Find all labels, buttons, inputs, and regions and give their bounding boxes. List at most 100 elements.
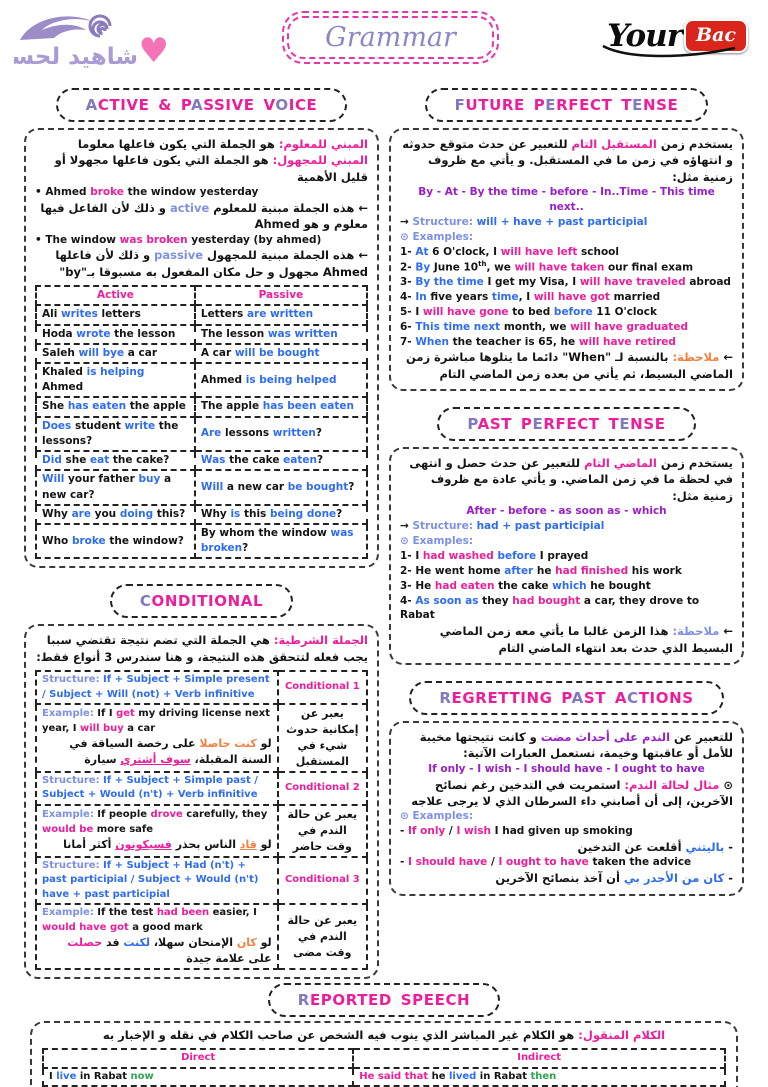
text-segment: لو bbox=[256, 838, 272, 852]
table-cell: يعبر عن حالة الندم في وقت مضى bbox=[276, 903, 369, 970]
text-segment: the cake? bbox=[109, 454, 170, 467]
text-line: ← هذه الجملة مبنية للمجهول passive و ذلك… bbox=[35, 247, 368, 280]
table-cell: Khaled is helping Ahmed bbox=[35, 361, 196, 399]
text-segment: 4- bbox=[400, 290, 416, 303]
left-column: ACTIVE & PASSIVE VOICE المبني للمعلوم: ه… bbox=[24, 84, 379, 979]
text-segment: Structure: bbox=[412, 520, 473, 532]
text-segment: Does bbox=[42, 419, 72, 432]
text-segment: is helping bbox=[86, 365, 145, 378]
text-segment: the apple bbox=[126, 400, 186, 413]
text-segment: - bbox=[724, 871, 733, 886]
yourbac-logo-your-text: Your bbox=[607, 18, 683, 54]
text-segment: EPORTED SPEECH bbox=[309, 990, 471, 1009]
text-segment: student bbox=[71, 419, 125, 432]
text-line: Indirect bbox=[359, 1051, 719, 1066]
reported-speech-table: Direct Indirect I live in Rabat now He said… bbox=[41, 1048, 726, 1087]
text-line: المبني للمعلوم: هو الجملة التي يكون فاعل… bbox=[35, 136, 368, 152]
text-segment: كان من الأجدر بي bbox=[623, 871, 725, 886]
text-line: Why is this being done? bbox=[201, 507, 361, 522]
text-segment: R bbox=[439, 689, 452, 707]
text-segment: أقلعت عن التدخين bbox=[577, 840, 686, 855]
text-line: 7- When the teacher is 65, he will have … bbox=[400, 335, 733, 350]
table-row: Why are you doing this? Why is this being… bbox=[35, 503, 369, 525]
text-segment: Structure: bbox=[42, 859, 100, 871]
text-line: Conditional 3 bbox=[284, 873, 361, 888]
text-segment: للتعبير عن حدث متوقع حدوثه و انتهاؤه في … bbox=[402, 137, 733, 184]
text-segment: ? bbox=[348, 480, 355, 493]
text-segment: RFECT T bbox=[543, 415, 620, 434]
table-cell: Why is this being done? bbox=[193, 503, 369, 525]
text-line: الجملة الشرطية: هي الجملة التي تضم نتيجة… bbox=[35, 632, 368, 665]
text-segment: had been bbox=[156, 907, 210, 919]
text-segment: If only - I wish - I should have - I oug… bbox=[428, 762, 705, 775]
text-segment: فسيكونون bbox=[115, 838, 172, 852]
table-cell: Ahmed is being helped bbox=[193, 361, 369, 399]
text-segment: was broken bbox=[200, 526, 354, 555]
text-segment: على رخصة السياقة في السنة المقبلة، bbox=[69, 737, 272, 767]
text-segment: هي الجملة التي تضم نتيجة تقتضي سببا يجب … bbox=[36, 633, 368, 664]
text-segment: Passive bbox=[258, 289, 304, 302]
table-cell: Did she eat the cake? bbox=[35, 450, 196, 472]
text-line: Does student write the lessons? bbox=[42, 419, 189, 449]
text-segment: easier, I bbox=[209, 907, 257, 919]
text-segment: SSIVE V bbox=[203, 96, 276, 114]
text-line: ← ملاحظة: بالنسبة لـ "When" دائما ما يتل… bbox=[400, 349, 733, 382]
text-segment: 1- I bbox=[400, 549, 423, 562]
text-segment: more safe bbox=[93, 823, 154, 835]
text-segment: the cake bbox=[494, 579, 553, 592]
text-segment: June 10 bbox=[430, 261, 479, 274]
conditional-intro: الجملة الشرطية: هي الجملة التي تضم نتيجة… bbox=[35, 632, 368, 665]
text-line: Khaled is helping Ahmed bbox=[42, 365, 189, 395]
text-segment: للتعبير عن bbox=[670, 730, 733, 744]
text-segment: you bbox=[90, 507, 120, 520]
text-segment: و كانت نتيجتها مخيبة للأمل أو عاقبتها وخ… bbox=[419, 730, 733, 761]
text-segment: our final exam bbox=[604, 261, 694, 274]
text-segment: five years bbox=[426, 290, 492, 303]
text-segment: باليتني bbox=[685, 840, 725, 855]
text-segment: will have traveled bbox=[579, 275, 686, 288]
text-line: Direct bbox=[49, 1051, 347, 1066]
text-line: ← هذه الجملة مبنية للمعلوم active و ذلك … bbox=[35, 200, 368, 233]
text-line: Hoda wrote the lesson bbox=[42, 327, 189, 342]
text-segment: I bbox=[49, 1070, 57, 1082]
text-line: لو قاد الناس بحذر فسيكونون أكثر أمانا bbox=[42, 837, 272, 853]
text-segment: now bbox=[130, 1070, 154, 1082]
table-cell: Ali writes letters bbox=[35, 304, 196, 326]
swirl-logo-graphic: شاهيد لحسن ♥ bbox=[0, 14, 169, 71]
text-segment: A bbox=[571, 689, 584, 707]
regretting-box: للتعبير عن الندم على أحداث مضت و كانت نت… bbox=[389, 721, 744, 896]
section-title-regretting: REGRETTING PAST ACTIONS bbox=[409, 681, 724, 715]
text-segment: لو bbox=[256, 936, 272, 950]
text-segment: قد bbox=[102, 936, 124, 950]
text-segment: هو الجملة التي يكون فاعلها مجهولا أو قلي… bbox=[54, 153, 368, 184]
conditional-table: Structure: If + Subject + Simple present… bbox=[35, 670, 369, 970]
reported-speech-intro: الكلام المنقول: هو الكلام غير المباشر ال… bbox=[42, 1027, 726, 1043]
table-cell: She has eaten the apple bbox=[35, 396, 196, 418]
text-segment: , we bbox=[486, 261, 515, 274]
text-segment: ملاحظة: bbox=[672, 350, 720, 365]
text-segment: 5- I bbox=[400, 305, 423, 318]
yourbac-logo: Your Bac bbox=[602, 18, 754, 58]
text-segment: will be bought bbox=[234, 346, 320, 359]
text-line: يعبر عن إمكانية حدوث شيء في المستقبل bbox=[284, 706, 361, 770]
text-segment: مثال لحالة الندم: bbox=[624, 777, 720, 792]
text-segment: / bbox=[487, 856, 499, 869]
text-segment: I had given up smoking bbox=[491, 825, 633, 838]
text-segment: Example: bbox=[42, 907, 94, 919]
text-line: - باليتني أقلعت عن التدخين bbox=[400, 839, 733, 855]
reported-speech-box: الكلام المنقول: هو الكلام غير المباشر ال… bbox=[30, 1020, 738, 1087]
text-segment: If only bbox=[408, 825, 446, 838]
yourbac-logo-bac-text: Bac bbox=[696, 24, 736, 46]
text-segment: will have taken bbox=[514, 261, 605, 274]
text-segment: will have got bbox=[533, 290, 610, 303]
text-segment: By the time bbox=[415, 275, 484, 288]
table-row: I live in Rabat now He said that he lived… bbox=[41, 1066, 726, 1087]
text-line: Will a new car be bought? bbox=[201, 480, 361, 495]
reported-speech-section: REPORTED SPEECH الكلام المنقول: هو الكلا… bbox=[30, 982, 738, 1087]
table-cell: Conditional 1 bbox=[276, 670, 369, 706]
table-row: Who broke the window? By whom the window … bbox=[35, 522, 369, 560]
table-cell: Example: If the test had been easier, I … bbox=[35, 903, 279, 970]
text-segment: RFECT T bbox=[556, 96, 633, 114]
text-segment: , I bbox=[518, 290, 534, 303]
text-segment: written bbox=[272, 427, 316, 440]
